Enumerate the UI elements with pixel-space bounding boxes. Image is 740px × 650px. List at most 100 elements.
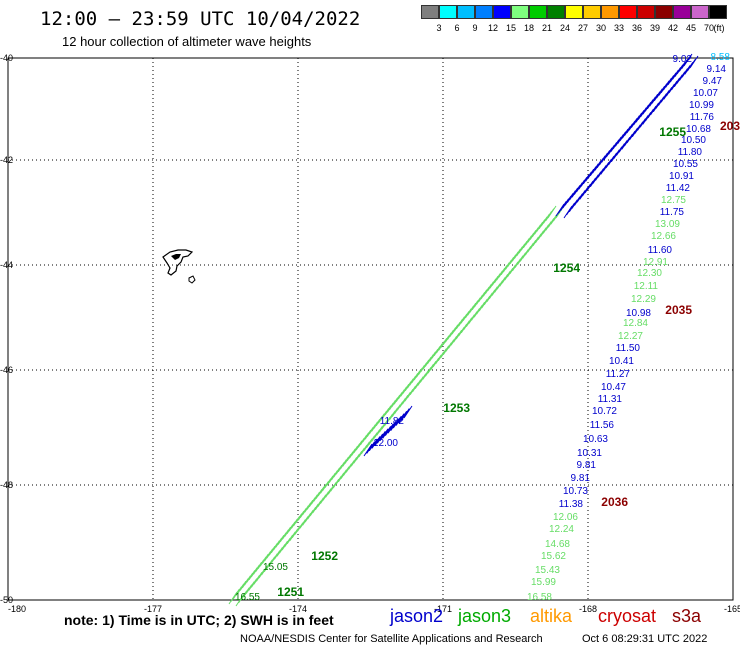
island-outline <box>162 249 196 284</box>
wave-height-label-jason3: 12.75 <box>661 195 686 206</box>
lon-tick-label: -168 <box>579 604 597 614</box>
wave-height-label-jason2: 9.02 <box>673 54 693 65</box>
colorbar-label: 3 <box>436 23 442 33</box>
colorbar-label: 21 <box>541 23 552 33</box>
map-tick-labels: -180 -177 -174 -171 -168 -165 -40 -42 -44 -46 -48 -… <box>0 53 740 614</box>
colorbar-swatch <box>601 5 619 19</box>
wave-height-label-jason2: 9.81 <box>571 473 591 484</box>
wave-height-label-jason2: 10.99 <box>689 100 714 111</box>
map-grid <box>8 58 733 600</box>
legend-cryosat: cryosat <box>598 606 657 626</box>
lat-tick-label: -46 <box>0 365 13 375</box>
colorbar-swatch <box>475 5 493 19</box>
wave-height-label-jason2: 11.80 <box>678 147 703 158</box>
credit-text: NOAA/NESDIS Center for Satellite Applica… <box>240 633 543 645</box>
track-time-label: 1253 <box>443 401 470 415</box>
jason2-track-upper-b <box>563 55 699 219</box>
colorbar-label: 70 <box>703 23 714 33</box>
wave-height-label-jason3: 12.66 <box>651 231 676 242</box>
wave-height-label-jason3: 13.09 <box>655 219 680 230</box>
colorbar-label: 12 <box>487 23 498 33</box>
wave-height-label-jason2: 11.31 <box>598 394 623 405</box>
track-sample-label: 11.82 <box>380 416 405 427</box>
colorbar-label: 15 <box>505 23 516 33</box>
colorbar-swatch <box>565 5 583 19</box>
colorbar-swatch <box>529 5 547 19</box>
wave-height-label-jason2: 11.60 <box>648 245 673 256</box>
wave-height-label-jason2: 10.63 <box>583 434 608 445</box>
wave-height-label-jason2: 10.47 <box>601 382 626 393</box>
wave-height-label-jason3: 12.29 <box>631 294 656 305</box>
wave-height-label-jason2: 10.31 <box>577 448 602 459</box>
wave-height-label-jason2: 10.68 <box>686 124 711 135</box>
jason3-track-lower-b <box>235 205 565 607</box>
legend-s3a: s3a <box>672 606 702 626</box>
colorbar-swatch <box>439 5 457 19</box>
track-time-label: 2036 <box>601 495 628 509</box>
wave-height-label-jason2: 11.76 <box>690 112 715 123</box>
colorbar-swatch <box>655 5 673 19</box>
wave-height-label-jason2: 10.91 <box>669 171 694 182</box>
lat-tick-label: -40 <box>0 53 13 63</box>
colorbar-label: 18 <box>523 23 534 33</box>
colorbar-unit: (ft) <box>713 23 725 33</box>
colorbar-swatch <box>493 5 511 19</box>
colorbar-label: 33 <box>613 23 624 33</box>
colorbar-swatch <box>421 5 439 19</box>
legend-altika: altika <box>530 606 573 626</box>
wave-height-label-jason2: 10.72 <box>592 406 617 417</box>
wave-height-label-jason2: 9.14 <box>707 64 727 75</box>
colorbar-label: 27 <box>577 23 588 33</box>
colorbar-label: 39 <box>649 23 660 33</box>
wave-height-label-jason2: 11.27 <box>606 369 631 380</box>
track-sample-label: 15.05 <box>263 562 288 573</box>
wave-height-label-jason2: 10.55 <box>673 159 698 170</box>
wave-height-label-jason3: 15.62 <box>541 551 566 562</box>
wave-height-label-jason2: 10.07 <box>693 88 718 99</box>
legend-jason3: jason3 <box>458 606 512 626</box>
colorbar-swatch <box>619 5 637 19</box>
colorbar-swatch <box>583 5 601 19</box>
wave-height-label-jason2: 10.98 <box>626 308 651 319</box>
colorbar-label: 45 <box>685 23 696 33</box>
wave-height-label-jason3: 14.68 <box>545 539 570 550</box>
lat-tick-label: -42 <box>0 155 13 165</box>
lon-tick-label: -171 <box>434 604 452 614</box>
jason2-track-upper <box>555 53 693 217</box>
lon-tick-label: -180 <box>8 604 26 614</box>
colorbar-swatch <box>709 5 727 19</box>
track-sample-label: 12.00 <box>373 438 398 449</box>
colorbar-swatch <box>637 5 655 19</box>
wave-height-label-jason2: 11.38 <box>559 499 584 510</box>
colorbar-label: 6 <box>454 23 460 33</box>
satellite-tracks <box>228 53 699 607</box>
lon-tick-label: -165 <box>724 604 740 614</box>
wave-height-label-jason3: 12.27 <box>618 331 643 342</box>
page-subtitle: 12 hour collection of altimeter wave hei… <box>62 34 312 49</box>
lon-tick-label: -177 <box>144 604 162 614</box>
wave-height-label-jason3: 12.84 <box>623 318 648 329</box>
page-title: 12:00 — 23:59 UTC 10/04/2022 <box>40 8 361 30</box>
map-frame <box>7 57 734 601</box>
wave-height-label-jason3: 12.24 <box>549 524 574 535</box>
colorbar-swatch <box>691 5 709 19</box>
colorbar-label: 42 <box>667 23 678 33</box>
wave-height-label-jason2: 9.81 <box>577 460 597 471</box>
wave-height-label-jason3: 12.30 <box>637 268 662 279</box>
wave-height-label-jason3: 12.11 <box>634 281 659 292</box>
wave-height-label-jason3: 15.99 <box>531 577 556 588</box>
colorbar-label: 30 <box>595 23 606 33</box>
wave-height-label-jason2: 10.41 <box>609 356 634 367</box>
lon-tick-label: -174 <box>289 604 307 614</box>
wave-height-labels: 9.02 8.589.149.4710.0710.9911.7610.6810.5… <box>235 52 740 603</box>
wave-height-label-jason2: 10.73 <box>563 486 588 497</box>
wave-height-label-jason2: 11.75 <box>660 207 685 218</box>
colorbar-label: 24 <box>559 23 570 33</box>
wave-height-label-jason3: 12.91 <box>643 257 668 268</box>
wave-height-label-jason2: 10.50 <box>681 135 706 146</box>
track-sample-label: 16.55 <box>235 592 260 603</box>
generated-timestamp: Oct 6 08:29:31 UTC 2022 <box>582 633 708 645</box>
wave-height-label-jason3: 12.06 <box>553 512 578 523</box>
units-note: note: 1) Time is in UTC; 2) SWH is in fe… <box>64 612 334 628</box>
